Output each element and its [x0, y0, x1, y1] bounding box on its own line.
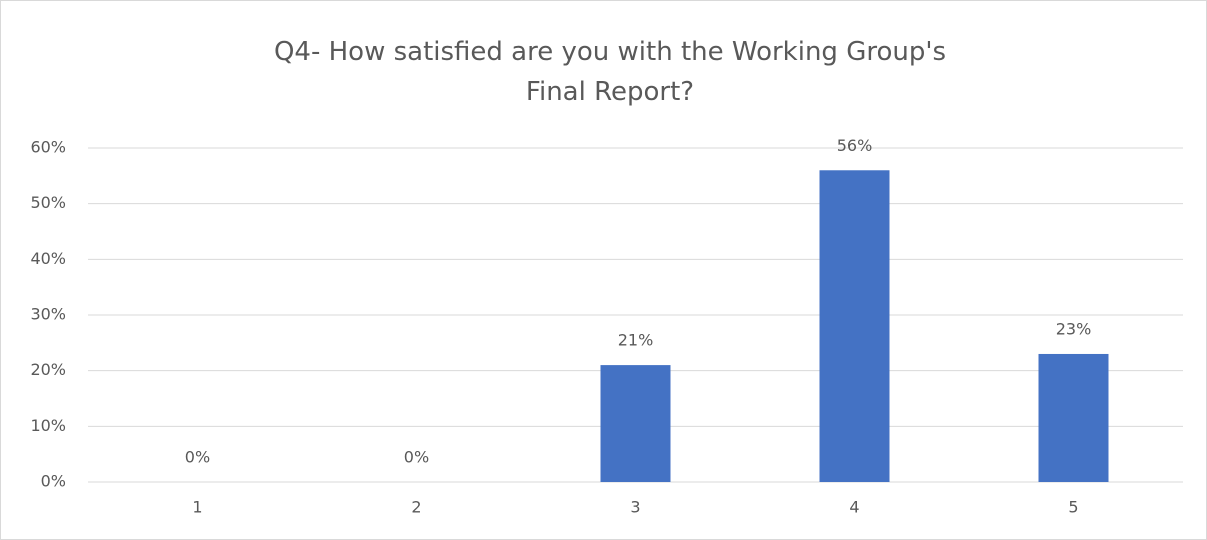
y-tick-label: 10%	[30, 416, 66, 435]
x-tick-label: 4	[849, 498, 859, 517]
bar	[819, 170, 890, 482]
data-label: 23%	[1056, 319, 1092, 338]
bar	[1038, 353, 1109, 482]
x-tick-label: 1	[192, 498, 202, 517]
data-label: 56%	[837, 136, 873, 155]
data-label: 21%	[618, 331, 654, 350]
data-label: 0%	[185, 448, 210, 467]
y-tick-label: 0%	[41, 472, 66, 491]
y-tick-label: 50%	[30, 193, 66, 212]
y-tick-label: 60%	[30, 138, 66, 157]
x-tick-label: 2	[411, 498, 421, 517]
data-label: 0%	[404, 448, 429, 467]
y-tick-label: 30%	[30, 305, 66, 324]
y-tick-label: 40%	[30, 249, 66, 268]
chart-title: Q4- How satisfied are you with the Worki…	[273, 37, 947, 107]
x-tick-label: 5	[1068, 498, 1078, 517]
x-tick-label: 3	[630, 498, 640, 517]
y-tick-label: 20%	[30, 360, 66, 379]
bar	[600, 365, 671, 482]
